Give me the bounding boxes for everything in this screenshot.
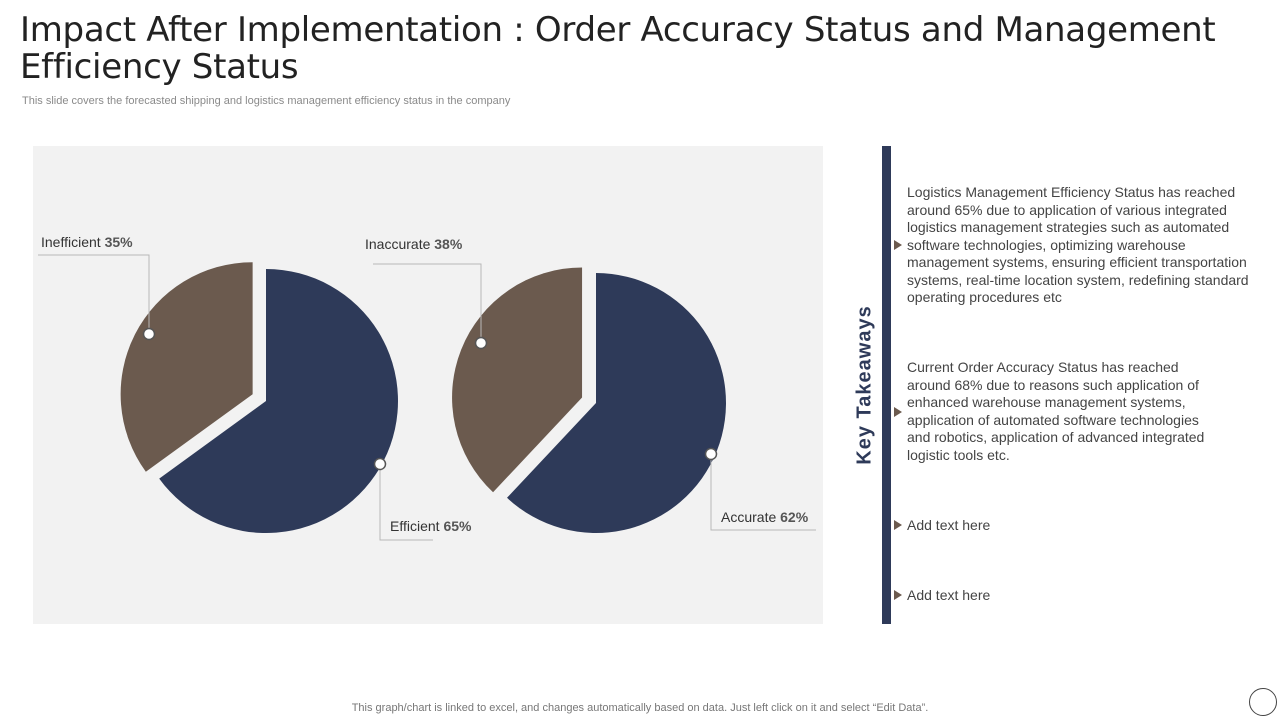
triangle-bullet-icon	[894, 590, 902, 600]
leader-line	[710, 454, 816, 531]
leader-line	[38, 254, 150, 334]
pie-slice-inaccurate	[452, 267, 583, 493]
triangle-bullet-icon	[894, 407, 902, 417]
data-label-category: Efficient	[390, 518, 443, 534]
takeaways-heading: Key Takeaways	[853, 305, 876, 465]
leader-dot-marker	[142, 327, 156, 341]
data-label-value: 62%	[780, 509, 809, 525]
pie-slice-efficient	[159, 269, 398, 533]
leader-dot-marker	[474, 336, 488, 350]
pie-slice-accurate	[507, 273, 726, 533]
pie-slice-inefficient	[120, 262, 253, 472]
page-subtitle: This slide covers the forecasted shippin…	[22, 95, 511, 107]
takeaway-item-accuracy: Current Order Accuracy Status has reache…	[907, 359, 1205, 463]
leader-dot-marker	[373, 457, 387, 471]
leader-dot-marker	[704, 447, 718, 461]
leader-line	[379, 464, 433, 541]
takeaway-item-placeholder[interactable]: Add text here	[907, 587, 991, 603]
slide-corner-circle-icon	[1249, 688, 1277, 716]
data-label-category: Inefficient	[41, 234, 105, 250]
takeaway-item-placeholder[interactable]: Add text here	[907, 517, 991, 533]
data-label-value: 35%	[105, 234, 134, 250]
pie-charts-svg: Inefficient 35%Efficient 65%Inaccurate 3…	[38, 234, 816, 541]
data-label-accurate: Accurate 62%	[721, 509, 809, 525]
data-label-category: Accurate	[721, 509, 780, 525]
pie-chart-2: Inaccurate 38% Accurate 62%	[365, 236, 816, 533]
page-title: Impact After Implementation : Order Accu…	[20, 10, 1216, 87]
data-label-category: Inaccurate	[365, 236, 434, 252]
triangle-bullet-icon	[894, 240, 902, 250]
data-label-value: 65%	[443, 518, 472, 534]
chart-panel[interactable]: Inefficient 35% Efficient 65% Inaccurate 3…	[33, 146, 823, 624]
takeaways-divider-bar	[882, 146, 891, 624]
data-label-value: 38%	[434, 236, 463, 252]
takeaway-item-efficiency: Logistics Management Efficiency Status h…	[907, 184, 1249, 305]
triangle-bullet-icon	[894, 520, 902, 530]
pie-chart-1: Inefficient 35% Efficient 65%	[38, 234, 472, 541]
leader-line	[373, 263, 482, 343]
data-label-inaccurate: Inaccurate 38%	[365, 236, 463, 252]
footer-note: This graph/chart is linked to excel, and…	[351, 702, 929, 714]
data-label-efficient: Efficient 65%	[390, 518, 472, 534]
data-label-inefficient: Inefficient 35%	[41, 234, 133, 250]
